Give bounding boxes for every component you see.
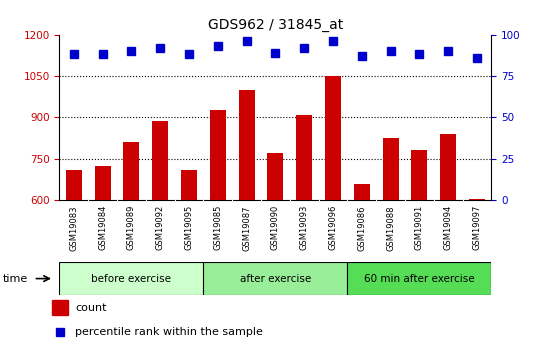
Text: count: count (75, 303, 106, 313)
Text: GSM19083: GSM19083 (69, 205, 78, 250)
Bar (210, 110, 226, 200)
Text: time: time (3, 274, 28, 284)
Bar (267, 153, 284, 200)
Bar (347, 262, 491, 295)
Text: GSM19085: GSM19085 (213, 205, 222, 250)
Bar (152, 121, 168, 200)
Text: before exercise: before exercise (91, 274, 171, 284)
Bar (325, 76, 341, 200)
Text: GSM19086: GSM19086 (357, 205, 366, 250)
Text: GSM19088: GSM19088 (386, 205, 395, 250)
Text: GSM19096: GSM19096 (328, 205, 338, 250)
Text: GSM19089: GSM19089 (127, 205, 136, 250)
Bar (59, 262, 204, 295)
Bar (52, 300, 68, 315)
Text: GSM19094: GSM19094 (444, 205, 453, 250)
Text: GSM19090: GSM19090 (271, 205, 280, 250)
Text: GSM19091: GSM19091 (415, 205, 424, 250)
Bar (440, 134, 456, 200)
Text: after exercise: after exercise (240, 274, 311, 284)
Title: GDS962 / 31845_at: GDS962 / 31845_at (208, 18, 343, 32)
Text: GSM19095: GSM19095 (185, 205, 193, 250)
Bar (94, 166, 111, 200)
Text: GSM19097: GSM19097 (472, 205, 482, 250)
Text: percentile rank within the sample: percentile rank within the sample (75, 327, 263, 336)
Bar (181, 170, 197, 200)
Text: GSM19087: GSM19087 (242, 205, 251, 250)
Text: GSM19093: GSM19093 (300, 205, 309, 250)
Bar (239, 90, 254, 200)
Bar (296, 115, 312, 200)
Text: GSM19084: GSM19084 (98, 205, 107, 250)
Bar (66, 170, 82, 200)
Bar (204, 262, 347, 295)
Bar (469, 199, 485, 200)
Bar (354, 184, 370, 200)
Bar (383, 138, 399, 200)
Bar (411, 150, 427, 200)
Bar (124, 142, 139, 200)
Text: GSM19092: GSM19092 (156, 205, 165, 250)
Text: 60 min after exercise: 60 min after exercise (364, 274, 475, 284)
